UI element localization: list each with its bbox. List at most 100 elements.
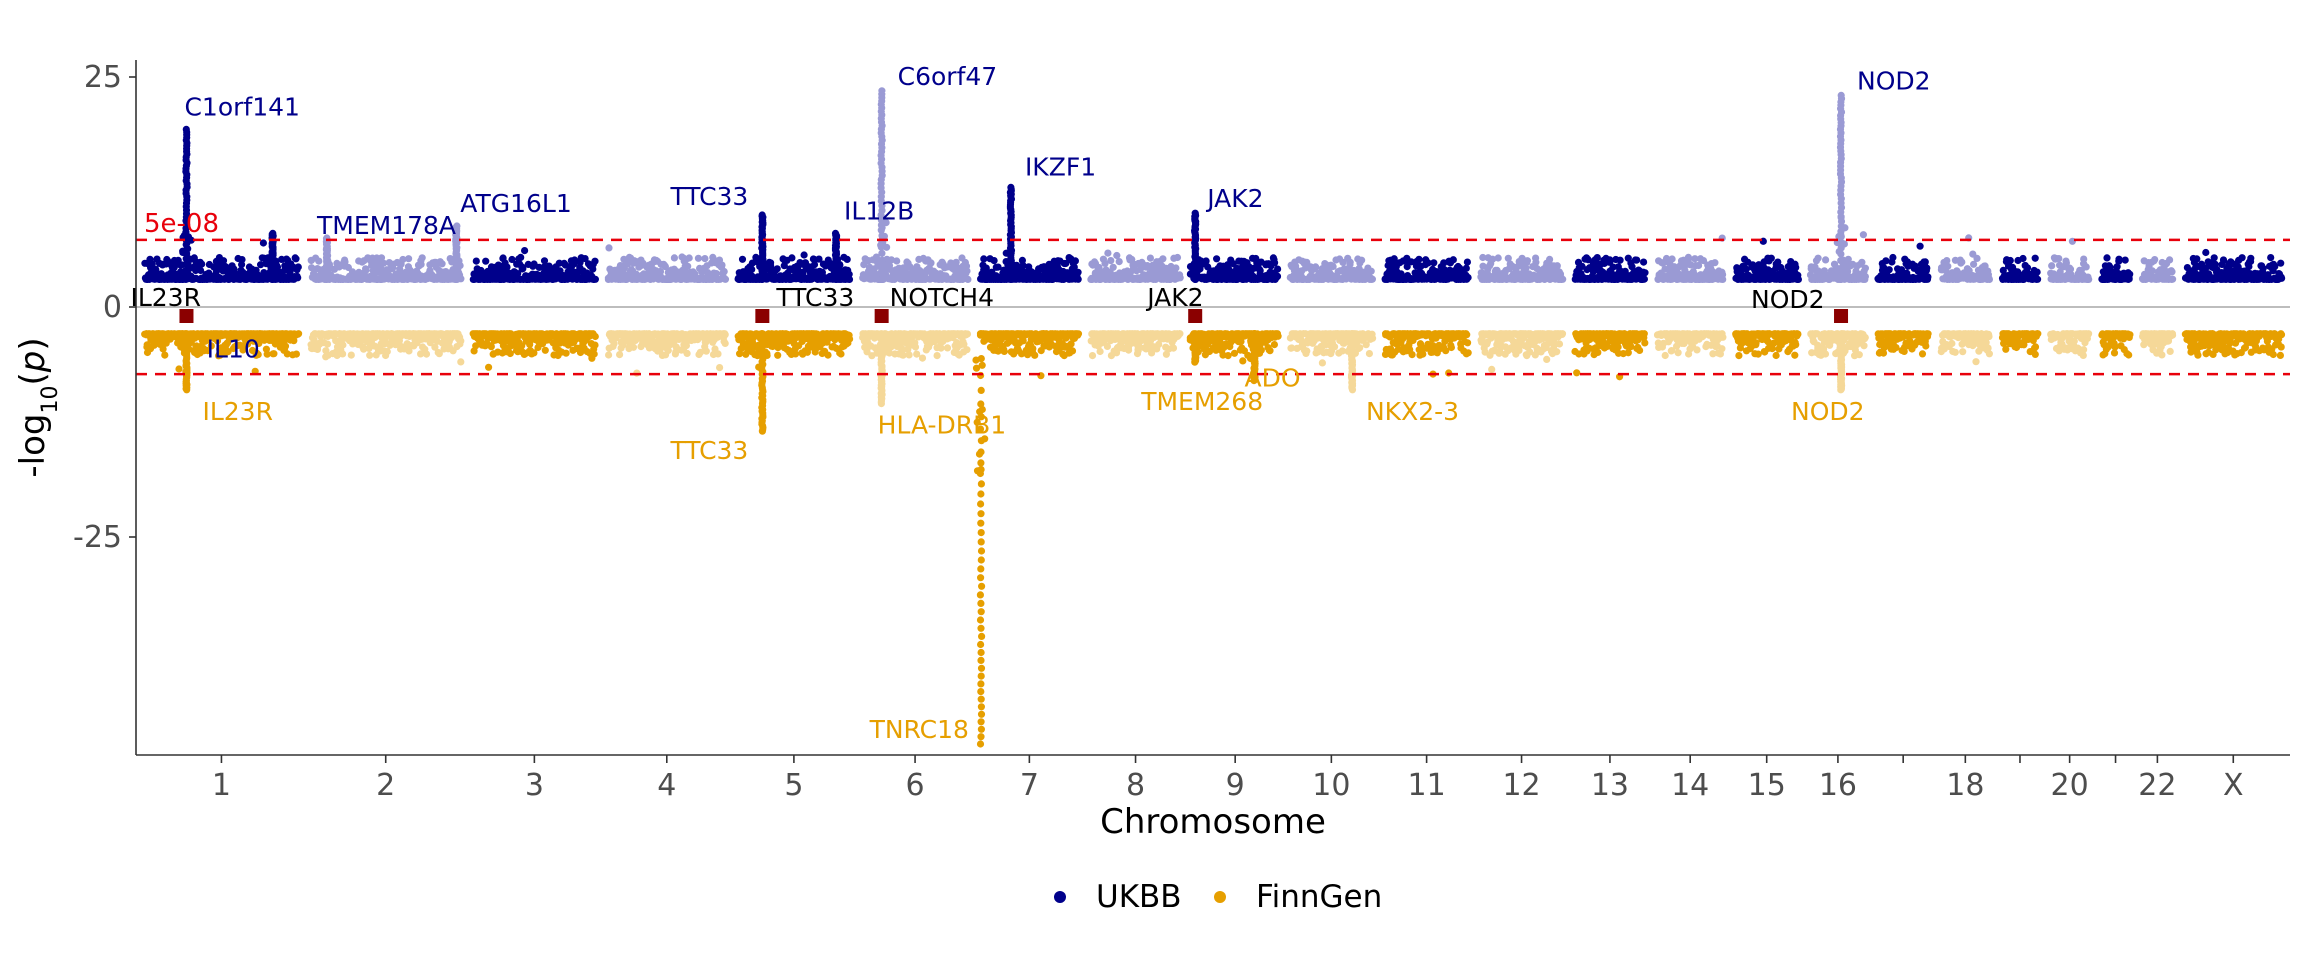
peak-ukbb-c6orf47 — [873, 87, 891, 283]
peak-ukbb-il10 — [266, 229, 282, 283]
points-ukbb-chr1 — [141, 239, 302, 284]
legend-marker-finngen — [1214, 891, 1226, 903]
peak-ukbb-ikzf1 — [1002, 183, 1020, 283]
points-finngen-chr3 — [469, 330, 599, 371]
x-tick-label: 13 — [1591, 768, 1629, 803]
gene-label-finngen-ado: ADO — [1245, 364, 1301, 393]
gene-label-ukbb-il12b: IL12B — [844, 196, 914, 225]
x-tick-label: 1 — [212, 768, 231, 803]
points-ukbb-chr — [2098, 254, 2134, 284]
points-ukbb-chr22 — [2138, 256, 2177, 284]
points-layer — [141, 87, 2286, 748]
shared-locus-marker-il23r — [179, 309, 194, 323]
y-tick-label: 0 — [103, 290, 122, 325]
legend-marker-ukbb — [1054, 891, 1066, 903]
y-tick-label: 25 — [84, 60, 122, 95]
peak-ukbb-tmem178a — [318, 234, 334, 283]
x-tick-label: 6 — [906, 768, 925, 803]
x-tick-label: 15 — [1748, 768, 1786, 803]
points-ukbb-chrX — [2181, 248, 2286, 284]
points-ukbb-chr — [1874, 242, 1932, 284]
gene-label-ukbb-tmem178a: TMEM178A — [316, 211, 456, 240]
gene-label-finngen-tmem268: TMEM268 — [1140, 387, 1263, 416]
x-tick-label: 10 — [1312, 768, 1350, 803]
shared-locus-marker-ttc33 — [755, 309, 770, 323]
gene-label-ukbb-c6orf47: C6orf47 — [898, 62, 998, 91]
gene-label-ukbb-atg16l1: ATG16L1 — [460, 189, 571, 218]
peak-ukbb-il12b — [830, 229, 844, 283]
peak-finngen-hla-drb1 — [873, 330, 890, 408]
points-ukbb-chr14 — [1654, 234, 1727, 284]
peak-finngen-tmem268 — [1186, 330, 1204, 366]
points-finngen-chr12 — [1477, 330, 1567, 373]
x-tick-label: 3 — [525, 768, 544, 803]
peak-finngen-ttc33 — [754, 330, 771, 435]
x-tick-label: 22 — [2138, 768, 2176, 803]
points-ukbb-chr9 — [1189, 254, 1282, 284]
points-ukbb-chr16 — [1806, 231, 1869, 284]
x-tick-label: 11 — [1408, 768, 1446, 803]
series-finngen-points — [141, 330, 2286, 748]
points-ukbb-chr — [1998, 254, 2042, 284]
gene-label-ukbb-ikzf1: IKZF1 — [1025, 152, 1096, 181]
gene-label-ukbb-c1orf141: C1orf141 — [184, 92, 299, 121]
points-ukbb-chr4 — [604, 244, 730, 283]
points-finngen-chr18 — [1937, 330, 1994, 366]
points-finngen-chr10 — [1286, 330, 1377, 367]
peak-ukbb-c1orf141 — [179, 125, 195, 283]
x-tick-label: 5 — [784, 768, 803, 803]
peak-ukbb-nod2 — [1833, 91, 1849, 283]
points-ukbb-chr13 — [1571, 253, 1649, 284]
points-finngen-chr2 — [307, 330, 465, 366]
points-finngen-chr13 — [1571, 330, 1649, 381]
x-tick-label: 20 — [2051, 768, 2089, 803]
peak-finngen-il23r — [179, 330, 195, 394]
x-tick-label: 9 — [1226, 768, 1245, 803]
peak-finngen-nkx2-3 — [1344, 330, 1361, 394]
x-tick-label: 4 — [657, 768, 676, 803]
gene-label-ukbb-nod2: NOD2 — [1857, 66, 1931, 95]
gene-label-finngen-nod2: NOD2 — [1791, 397, 1865, 426]
shared-locus-label-jak2: JAK2 — [1145, 283, 1203, 312]
points-finngen-chr1 — [141, 330, 303, 375]
axes-layer: 250-251 2 3 4 5 6 7 8 9 10 11 12 13 14 15 16 18 20 22 XChro… — [13, 60, 2290, 842]
points-finngen-chr14 — [1653, 330, 1727, 360]
points-finngen-chr22 — [2139, 330, 2177, 359]
points-finngen-chr11 — [1381, 330, 1472, 378]
points-finngen-chr7 — [976, 330, 1083, 380]
points-finngen-chr4 — [605, 330, 729, 377]
gene-label-ukbb-il10: IL10 — [207, 334, 260, 363]
x-tick-label: 8 — [1126, 768, 1145, 803]
gene-label-finngen-ttc33: TTC33 — [669, 436, 748, 465]
gene-label-finngen-il23r: IL23R — [202, 397, 272, 426]
shared-locus-label-il23r: IL23R — [130, 283, 200, 312]
peak-finngen-tnrc18 — [972, 330, 989, 748]
points-finngen-chr — [1874, 330, 1932, 358]
shared-locus-label-nod2: NOD2 — [1751, 285, 1825, 314]
gene-label-finngen-hla-drb1: HLA-DRB1 — [878, 411, 1007, 440]
legend-layer: UKBB FinnGen — [1054, 879, 1382, 915]
points-finngen-chr20 — [2047, 330, 2093, 359]
legend-label-finngen: FinnGen — [1256, 879, 1382, 915]
points-ukbb-chr15 — [1732, 237, 1803, 284]
peak-ukbb-jak2 — [1186, 209, 1203, 283]
series-ukbb-points — [141, 87, 2286, 284]
points-finngen-chr6 — [859, 330, 972, 362]
shared-locus-marker-nod2 — [1834, 309, 1849, 323]
points-ukbb-chr11 — [1381, 254, 1472, 284]
y-axis-title: -log10(p) — [13, 337, 63, 477]
points-ukbb-chr12 — [1477, 253, 1567, 284]
shared-locus-marker-jak2 — [1188, 309, 1203, 323]
x-tick-label: X — [2223, 768, 2244, 803]
points-ukbb-chr3 — [469, 247, 599, 283]
peak-ukbb-atg16l1 — [449, 222, 465, 283]
shared-locus-label-ttc33: TTC33 — [775, 283, 854, 312]
points-finngen-chr15 — [1732, 330, 1802, 360]
x-tick-label: 7 — [1020, 768, 1039, 803]
shared-locus-label-notch4: NOTCH4 — [890, 283, 994, 312]
points-finngen-chr8 — [1087, 330, 1184, 360]
gene-label-finngen-nkx2-3: NKX2-3 — [1366, 397, 1459, 426]
